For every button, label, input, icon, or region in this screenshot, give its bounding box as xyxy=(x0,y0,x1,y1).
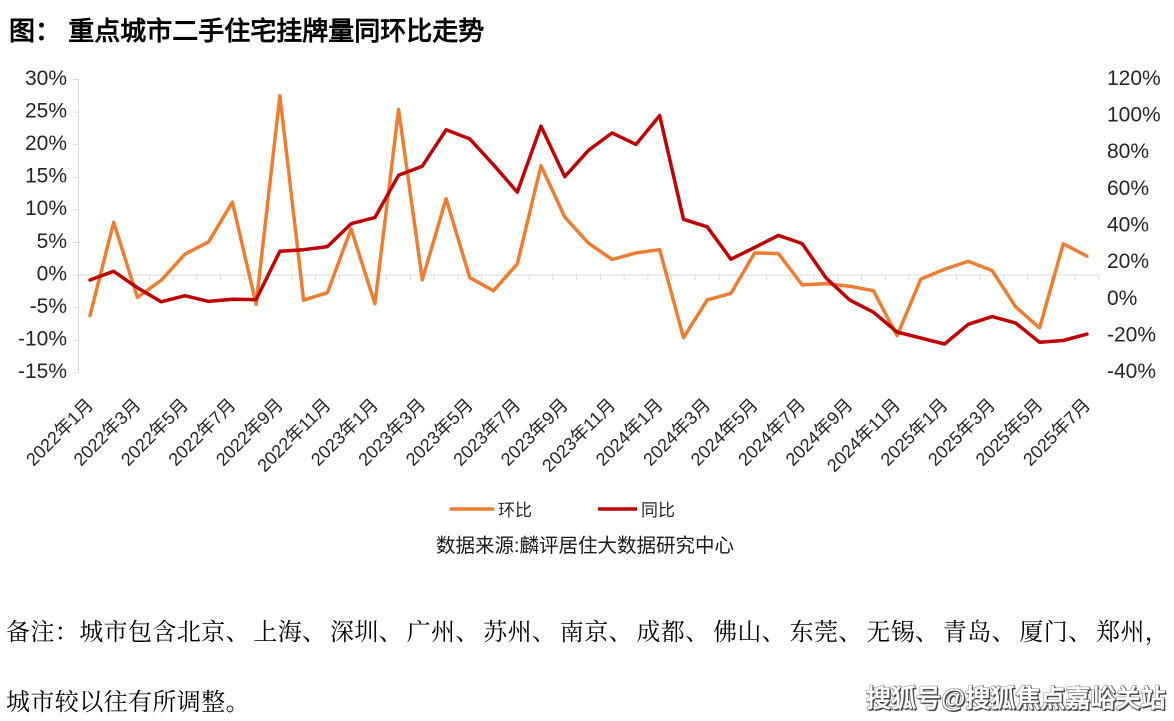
svg-text:-40%: -40% xyxy=(1107,360,1156,383)
svg-text:0%: 0% xyxy=(1107,287,1137,310)
svg-text:60%: 60% xyxy=(1107,177,1149,200)
svg-text:-15%: -15% xyxy=(18,360,67,383)
svg-text:20%: 20% xyxy=(25,132,67,155)
svg-text:5%: 5% xyxy=(37,230,67,253)
svg-text:0%: 0% xyxy=(37,262,67,285)
svg-text:环比: 环比 xyxy=(498,501,532,520)
svg-text:-20%: -20% xyxy=(1107,324,1156,347)
svg-text:数据来源:麟评居住大数据研究中心: 数据来源:麟评居住大数据研究中心 xyxy=(436,535,734,557)
svg-text:40%: 40% xyxy=(1107,214,1149,237)
svg-text:20%: 20% xyxy=(1107,250,1149,273)
svg-text:100%: 100% xyxy=(1107,104,1161,127)
svg-text:15%: 15% xyxy=(25,165,67,188)
svg-text:80%: 80% xyxy=(1107,140,1149,163)
svg-text:25%: 25% xyxy=(25,99,67,122)
svg-text:同比: 同比 xyxy=(641,501,675,520)
svg-text:10%: 10% xyxy=(25,197,67,220)
svg-text:-5%: -5% xyxy=(30,295,67,318)
svg-text:120%: 120% xyxy=(1107,67,1161,90)
svg-text:-10%: -10% xyxy=(18,328,67,351)
svg-text:30%: 30% xyxy=(25,67,67,90)
